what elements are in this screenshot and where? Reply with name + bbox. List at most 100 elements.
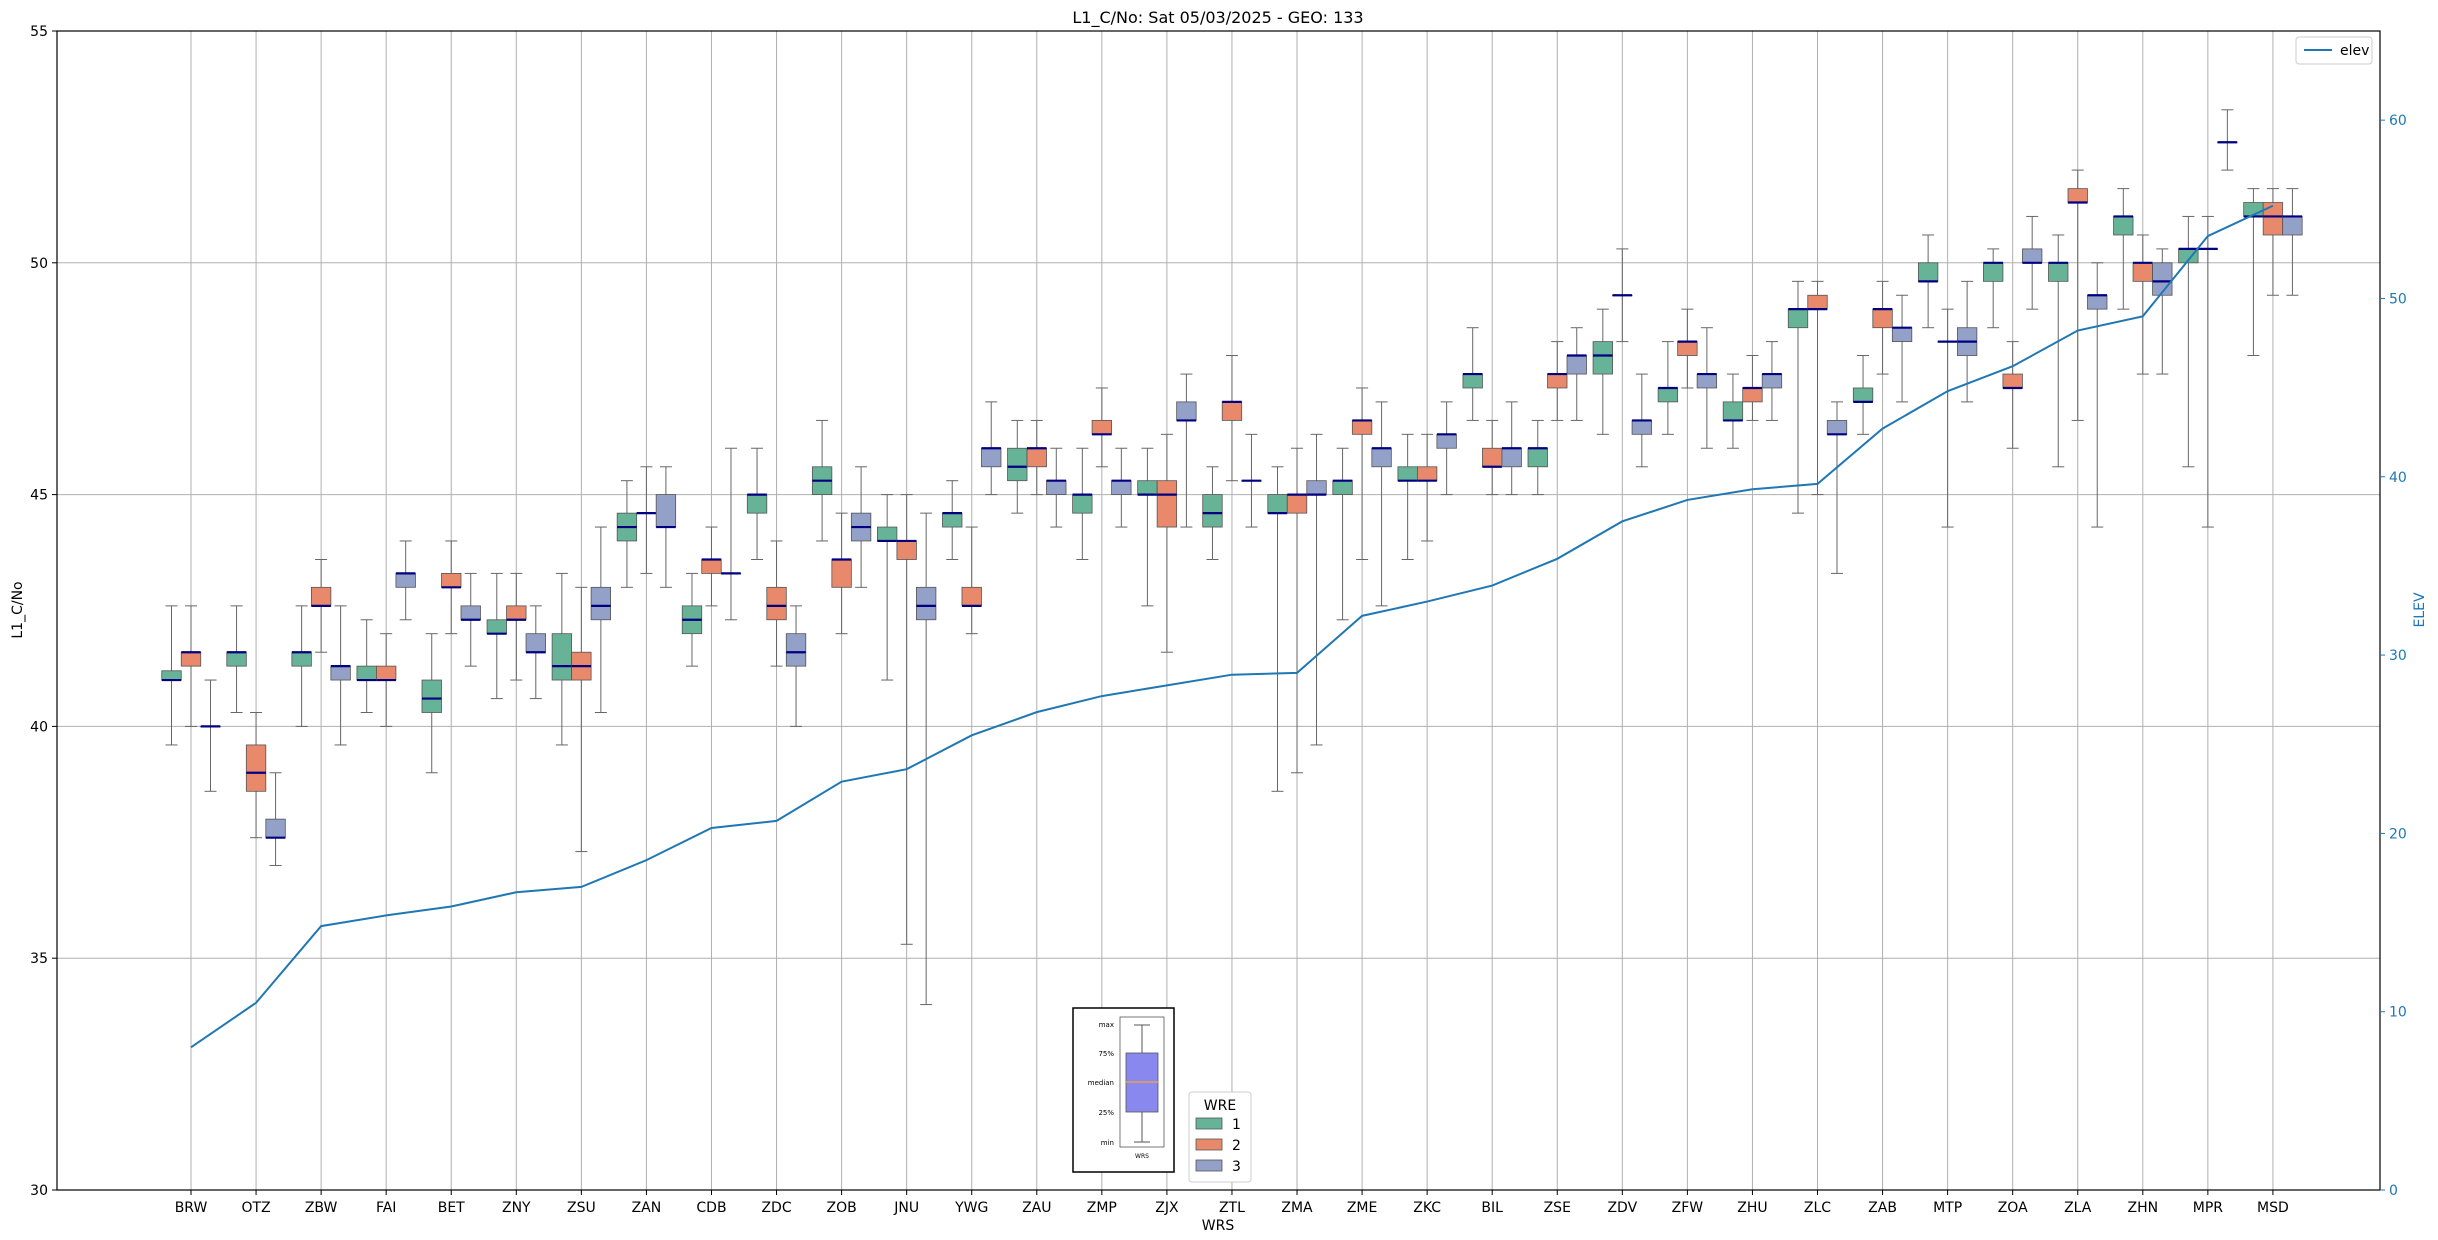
box-iqr (356, 665, 377, 681)
box-iqr (551, 633, 573, 681)
box-iqr (1137, 480, 1158, 495)
box-iqr (1267, 494, 1288, 514)
box-iqr (1501, 447, 1522, 468)
box-iqr (1221, 401, 1243, 421)
box-iqr (942, 512, 963, 528)
box-ZHN-wre2 (2132, 234, 2153, 375)
x-tick-label: BET (438, 1200, 465, 1216)
box-ZAB-wre2 (1872, 280, 1893, 375)
box-OTZ-wre3 (265, 772, 286, 866)
box-iqr (226, 651, 247, 667)
y2-tick-label: 30 (2389, 648, 2407, 664)
box-iqr (180, 651, 202, 667)
box-iqr (421, 679, 442, 713)
y2-axis-label: ELEV (2412, 592, 2428, 627)
box-ZSE-wre1 (1527, 419, 1548, 496)
box-iqr (1592, 341, 1613, 375)
box-iqr (1826, 420, 1848, 435)
box-ZAN-wre1 (616, 480, 638, 588)
box-iqr (896, 540, 917, 560)
x-tick-label: ZOA (1998, 1200, 2028, 1216)
box-ZLA-wre2 (2067, 169, 2088, 421)
x-tick-label: ZNY (502, 1200, 531, 1216)
wre-legend-label-3: 3 (1232, 1159, 1241, 1175)
box-ZDC-wre2 (766, 540, 787, 667)
box-ZBW-wre2 (310, 559, 332, 653)
box-ZHU-wre3 (1761, 341, 1783, 421)
box-ZOB-wre1 (811, 419, 833, 542)
x-tick-label: JNU (893, 1200, 919, 1216)
x-tick-label: ZOB (826, 1200, 856, 1216)
y-tick-label: 55 (30, 24, 48, 40)
box-iqr (1007, 447, 1028, 482)
y2-tick-label: 20 (2389, 826, 2407, 842)
box-ZJX-wre3 (1176, 373, 1197, 528)
box-BRW-wre1 (161, 605, 182, 746)
box-ZDV-wre3 (1631, 373, 1652, 468)
y-tick-label: 30 (30, 1183, 48, 1199)
box-iqr (2152, 262, 2173, 296)
y2-tick-label: 50 (2389, 291, 2407, 307)
box-BET-wre2 (441, 540, 462, 635)
box-OTZ-wre1 (226, 605, 247, 713)
box-MPR-wre3 (2217, 109, 2238, 171)
box-iqr (506, 605, 527, 621)
box-iqr (1111, 480, 1132, 495)
x-axis-label: WRS (1202, 1218, 1235, 1234)
y-tick-label: 45 (30, 488, 48, 504)
box-iqr (655, 494, 677, 528)
box-iqr (1787, 308, 1809, 329)
box-iqr (2262, 202, 2284, 236)
box-ZME-wre1 (1332, 447, 1353, 621)
box-ZHU-wre1 (1722, 373, 1744, 449)
box-ZDC-wre3 (785, 605, 807, 727)
box-iqr (1286, 494, 1308, 514)
box-ZKC-wre3 (1436, 401, 1457, 496)
box-YWG-wre3 (981, 401, 1002, 496)
box-JNU-wre2 (896, 494, 917, 945)
box-iqr (330, 665, 351, 681)
box-ZAN-wre3 (655, 466, 677, 588)
box-JNU-wre1 (877, 494, 898, 681)
box-ZAB-wre1 (1852, 355, 1874, 435)
wre-legend-swatch-2 (1195, 1138, 1223, 1151)
box-iqr (2002, 373, 2023, 389)
x-tick-label: BRW (175, 1200, 208, 1216)
y2-tick-label: 0 (2389, 1183, 2398, 1199)
box-iqr (2022, 248, 2043, 264)
box-ZMA-wre2 (1286, 447, 1308, 774)
box-iqr (2048, 262, 2069, 282)
box-iqr (1761, 373, 1783, 389)
box-ZME-wre2 (1351, 387, 1373, 561)
box-ZDV-wre2 (1612, 248, 1633, 343)
box-iqr (441, 573, 462, 588)
box-BIL-wre1 (1462, 327, 1483, 421)
elev-layer (190, 204, 2274, 1049)
box-ZBW-wre3 (330, 605, 351, 746)
x-tick-label: ZTL (1219, 1200, 1245, 1216)
axes-layer: 30 35 40 45 50 55 0 10 20 30 40 50 60 BRW OTZ ZBW FAI BET… (30, 24, 2407, 1216)
chart-title: L1_C/No: Sat 05/03/2025 - GEO: 133 (1072, 8, 1363, 28)
box-ZSU-wre3 (590, 526, 612, 713)
box-YWG-wre1 (942, 480, 963, 561)
box-iqr (1156, 480, 1178, 528)
box-iqr (1176, 401, 1197, 421)
box-ZTL-wre1 (1202, 466, 1223, 561)
box-FAI-wre1 (356, 619, 377, 713)
x-tick-label: ZMA (1281, 1200, 1313, 1216)
box-iqr (460, 605, 481, 621)
box-ZNY-wre2 (506, 572, 527, 681)
box-ZLC-wre2 (1807, 280, 1828, 496)
box-OTZ-wre2 (245, 711, 267, 839)
box-iqr (2132, 262, 2153, 282)
box-ZSE-wre2 (1547, 341, 1568, 421)
box-iqr (1091, 420, 1112, 435)
box-ZLC-wre3 (1826, 401, 1848, 574)
box-iqr (1917, 262, 1939, 282)
box-CDB-wre1 (681, 572, 703, 667)
wre-legend-title: WRE (1204, 1098, 1236, 1114)
x-tick-label: OTZ (241, 1200, 270, 1216)
box-iqr (1202, 494, 1223, 528)
box-BET-wre3 (460, 572, 481, 667)
x-tick-label: ZHU (1737, 1200, 1767, 1216)
